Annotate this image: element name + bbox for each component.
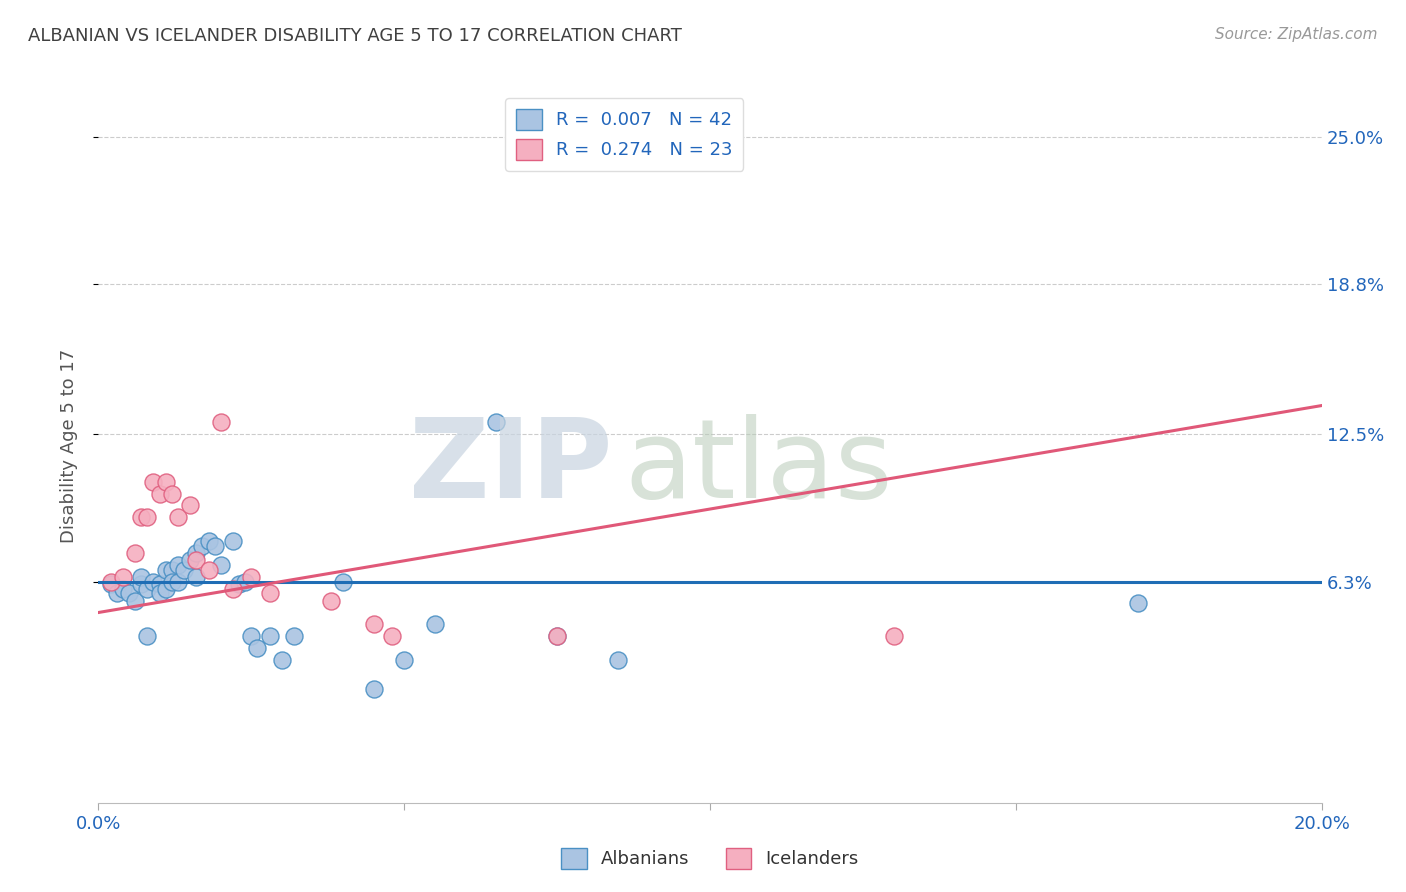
Point: [167, 510, 190, 524]
Point: [209, 558, 232, 572]
Point: [100, 577, 122, 591]
Point: [186, 570, 208, 584]
Text: ZIP: ZIP: [409, 414, 612, 521]
Point: [546, 629, 568, 643]
Text: ALBANIAN VS ICELANDER DISABILITY AGE 5 TO 17 CORRELATION CHART: ALBANIAN VS ICELANDER DISABILITY AGE 5 T…: [28, 27, 682, 45]
Text: Source: ZipAtlas.com: Source: ZipAtlas.com: [1215, 27, 1378, 42]
Point: [167, 574, 190, 589]
Point: [160, 486, 183, 500]
Point: [607, 653, 630, 667]
Point: [160, 574, 183, 589]
Point: [204, 539, 226, 553]
Point: [111, 582, 134, 596]
Point: [129, 570, 152, 584]
Point: [136, 582, 159, 596]
Point: [363, 617, 385, 632]
Point: [392, 653, 416, 667]
Text: atlas: atlas: [624, 414, 893, 521]
Point: [167, 558, 190, 572]
Point: [546, 629, 568, 643]
Point: [332, 574, 354, 589]
Point: [270, 653, 292, 667]
Point: [222, 582, 245, 596]
Point: [186, 546, 208, 560]
Point: [240, 629, 263, 643]
Point: [607, 153, 630, 168]
Point: [485, 415, 508, 429]
Point: [179, 553, 201, 567]
Point: [124, 546, 146, 560]
Point: [363, 681, 385, 696]
Point: [1128, 596, 1150, 610]
Point: [142, 574, 165, 589]
Point: [173, 563, 195, 577]
Point: [283, 629, 305, 643]
Point: [191, 539, 214, 553]
Point: [381, 629, 404, 643]
Point: [136, 510, 159, 524]
Point: [259, 629, 281, 643]
Point: [209, 415, 232, 429]
Point: [423, 617, 446, 632]
Point: [124, 593, 146, 607]
Point: [222, 534, 245, 549]
Point: [197, 563, 219, 577]
Point: [149, 586, 172, 600]
Point: [155, 563, 177, 577]
Point: [186, 553, 208, 567]
Point: [246, 641, 269, 656]
Point: [142, 475, 165, 489]
Point: [179, 499, 201, 513]
Point: [111, 570, 134, 584]
Point: [105, 586, 128, 600]
Legend: Albanians, Icelanders: Albanians, Icelanders: [554, 840, 866, 876]
Point: [129, 577, 152, 591]
Point: [228, 577, 250, 591]
Point: [100, 574, 122, 589]
Point: [259, 586, 281, 600]
Point: [149, 486, 172, 500]
Point: [319, 593, 342, 607]
Point: [160, 563, 183, 577]
Y-axis label: Disability Age 5 to 17: Disability Age 5 to 17: [59, 349, 77, 543]
Point: [149, 577, 172, 591]
Point: [155, 582, 177, 596]
Point: [129, 510, 152, 524]
Point: [233, 574, 256, 589]
Point: [155, 475, 177, 489]
Point: [240, 570, 263, 584]
Point: [197, 534, 219, 549]
Point: [136, 629, 159, 643]
Point: [883, 629, 905, 643]
Point: [118, 586, 141, 600]
